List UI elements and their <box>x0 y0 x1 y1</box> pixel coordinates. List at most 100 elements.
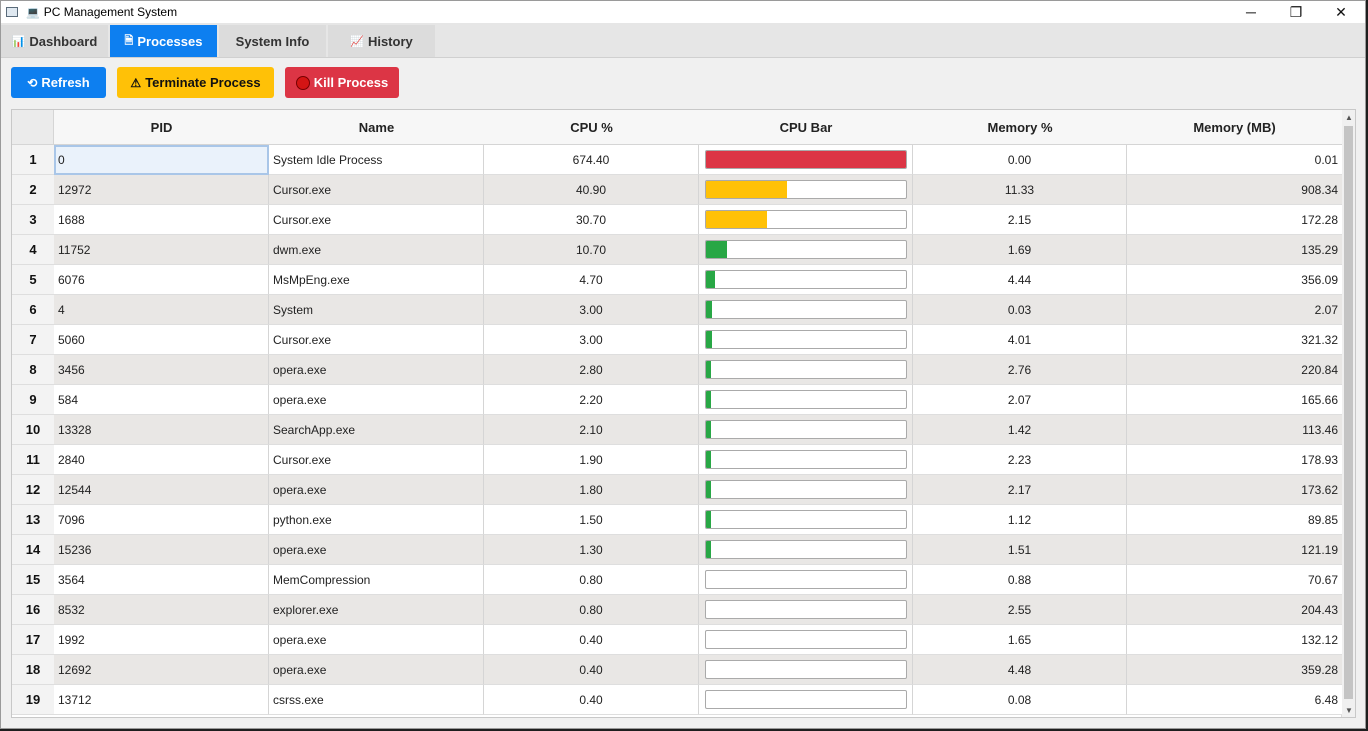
table-row[interactable]: 6 4 System 3.00 0.03 2.07 <box>12 295 1342 325</box>
table-row[interactable]: 17 1992 opera.exe 0.40 1.65 132.12 <box>12 625 1342 655</box>
table-row[interactable]: 4 11752 dwm.exe 10.70 1.69 135.29 <box>12 235 1342 265</box>
pid-cell[interactable]: 0 <box>54 145 269 175</box>
cpu-cell[interactable]: 3.00 <box>484 325 699 355</box>
column-header-pid[interactable]: PID <box>54 110 269 145</box>
table-row[interactable]: 15 3564 MemCompression 0.80 0.88 70.67 <box>12 565 1342 595</box>
memory-percent-cell[interactable]: 2.15 <box>913 205 1127 235</box>
name-cell[interactable]: opera.exe <box>269 385 484 415</box>
pid-cell[interactable]: 15236 <box>54 535 269 565</box>
pid-cell[interactable]: 12692 <box>54 655 269 685</box>
pid-cell[interactable]: 584 <box>54 385 269 415</box>
cpu-bar-cell[interactable] <box>699 535 913 565</box>
name-cell[interactable]: System <box>269 295 484 325</box>
cpu-bar-cell[interactable] <box>699 415 913 445</box>
memory-percent-cell[interactable]: 11.33 <box>913 175 1127 205</box>
table-row[interactable]: 3 1688 Cursor.exe 30.70 2.15 172.28 <box>12 205 1342 235</box>
cpu-bar-cell[interactable] <box>699 355 913 385</box>
memory-mb-cell[interactable]: 89.85 <box>1127 505 1342 535</box>
cpu-bar-cell[interactable] <box>699 175 913 205</box>
memory-percent-cell[interactable]: 4.44 <box>913 265 1127 295</box>
memory-percent-cell[interactable]: 2.55 <box>913 595 1127 625</box>
tab-history[interactable]: 📈 History <box>328 25 435 57</box>
pid-cell[interactable]: 11752 <box>54 235 269 265</box>
name-cell[interactable]: opera.exe <box>269 625 484 655</box>
memory-mb-cell[interactable]: 121.19 <box>1127 535 1342 565</box>
column-header-name[interactable]: Name <box>269 110 484 145</box>
pid-cell[interactable]: 12972 <box>54 175 269 205</box>
pid-cell[interactable]: 13712 <box>54 685 269 715</box>
name-cell[interactable]: System Idle Process <box>269 145 484 175</box>
memory-mb-cell[interactable]: 173.62 <box>1127 475 1342 505</box>
memory-mb-cell[interactable]: 359.28 <box>1127 655 1342 685</box>
cpu-cell[interactable]: 2.10 <box>484 415 699 445</box>
name-cell[interactable]: explorer.exe <box>269 595 484 625</box>
pid-cell[interactable]: 12544 <box>54 475 269 505</box>
pid-cell[interactable]: 3456 <box>54 355 269 385</box>
memory-percent-cell[interactable]: 1.51 <box>913 535 1127 565</box>
name-cell[interactable]: Cursor.exe <box>269 445 484 475</box>
name-cell[interactable]: Cursor.exe <box>269 325 484 355</box>
memory-mb-cell[interactable]: 165.66 <box>1127 385 1342 415</box>
column-header-memory-mb[interactable]: Memory (MB) <box>1127 110 1342 145</box>
tab-dashboard[interactable]: 📊 Dashboard <box>1 25 108 57</box>
memory-percent-cell[interactable]: 1.65 <box>913 625 1127 655</box>
cpu-bar-cell[interactable] <box>699 655 913 685</box>
cpu-cell[interactable]: 40.90 <box>484 175 699 205</box>
table-row[interactable]: 18 12692 opera.exe 0.40 4.48 359.28 <box>12 655 1342 685</box>
cpu-cell[interactable]: 4.70 <box>484 265 699 295</box>
cpu-bar-cell[interactable] <box>699 145 913 175</box>
cpu-bar-cell[interactable] <box>699 475 913 505</box>
pid-cell[interactable]: 2840 <box>54 445 269 475</box>
memory-percent-cell[interactable]: 0.03 <box>913 295 1127 325</box>
table-row[interactable]: 1 0 System Idle Process 674.40 0.00 0.01 <box>12 145 1342 175</box>
tab-system-info[interactable]: System Info <box>219 25 326 57</box>
table-row[interactable]: 2 12972 Cursor.exe 40.90 11.33 908.34 <box>12 175 1342 205</box>
name-cell[interactable]: csrss.exe <box>269 685 484 715</box>
name-cell[interactable]: Cursor.exe <box>269 175 484 205</box>
terminate-process-button[interactable]: ⚠ Terminate Process <box>117 67 274 98</box>
column-header-cpu-bar[interactable]: CPU Bar <box>699 110 913 145</box>
name-cell[interactable]: opera.exe <box>269 475 484 505</box>
name-cell[interactable]: MsMpEng.exe <box>269 265 484 295</box>
memory-mb-cell[interactable]: 113.46 <box>1127 415 1342 445</box>
memory-mb-cell[interactable]: 6.48 <box>1127 685 1342 715</box>
table-row[interactable]: 10 13328 SearchApp.exe 2.10 1.42 113.46 <box>12 415 1342 445</box>
cpu-cell[interactable]: 1.50 <box>484 505 699 535</box>
memory-mb-cell[interactable]: 204.43 <box>1127 595 1342 625</box>
cpu-cell[interactable]: 0.80 <box>484 595 699 625</box>
cpu-bar-cell[interactable] <box>699 325 913 355</box>
name-cell[interactable]: opera.exe <box>269 535 484 565</box>
cpu-bar-cell[interactable] <box>699 385 913 415</box>
cpu-cell[interactable]: 0.80 <box>484 565 699 595</box>
column-header-cpu-percent[interactable]: CPU % <box>484 110 699 145</box>
pid-cell[interactable]: 6076 <box>54 265 269 295</box>
memory-percent-cell[interactable]: 2.07 <box>913 385 1127 415</box>
memory-percent-cell[interactable]: 0.88 <box>913 565 1127 595</box>
table-row[interactable]: 19 13712 csrss.exe 0.40 0.08 6.48 <box>12 685 1342 715</box>
table-row[interactable]: 7 5060 Cursor.exe 3.00 4.01 321.32 <box>12 325 1342 355</box>
name-cell[interactable]: opera.exe <box>269 655 484 685</box>
vertical-scrollbar[interactable]: ▲ ▼ <box>1341 110 1355 717</box>
cpu-bar-cell[interactable] <box>699 205 913 235</box>
cpu-bar-cell[interactable] <box>699 445 913 475</box>
memory-percent-cell[interactable]: 2.76 <box>913 355 1127 385</box>
memory-percent-cell[interactable]: 2.23 <box>913 445 1127 475</box>
name-cell[interactable]: SearchApp.exe <box>269 415 484 445</box>
memory-percent-cell[interactable]: 4.48 <box>913 655 1127 685</box>
name-cell[interactable]: opera.exe <box>269 355 484 385</box>
memory-mb-cell[interactable]: 172.28 <box>1127 205 1342 235</box>
scroll-thumb[interactable] <box>1344 126 1353 699</box>
cpu-cell[interactable]: 1.30 <box>484 535 699 565</box>
table-row[interactable]: 8 3456 opera.exe 2.80 2.76 220.84 <box>12 355 1342 385</box>
memory-percent-cell[interactable]: 1.42 <box>913 415 1127 445</box>
cpu-cell[interactable]: 2.20 <box>484 385 699 415</box>
scroll-down-icon[interactable]: ▼ <box>1345 705 1353 715</box>
cpu-cell[interactable]: 30.70 <box>484 205 699 235</box>
memory-mb-cell[interactable]: 178.93 <box>1127 445 1342 475</box>
memory-mb-cell[interactable]: 132.12 <box>1127 625 1342 655</box>
table-row[interactable]: 16 8532 explorer.exe 0.80 2.55 204.43 <box>12 595 1342 625</box>
table-row[interactable]: 12 12544 opera.exe 1.80 2.17 173.62 <box>12 475 1342 505</box>
cpu-bar-cell[interactable] <box>699 685 913 715</box>
cpu-cell[interactable]: 0.40 <box>484 625 699 655</box>
cpu-cell[interactable]: 0.40 <box>484 685 699 715</box>
